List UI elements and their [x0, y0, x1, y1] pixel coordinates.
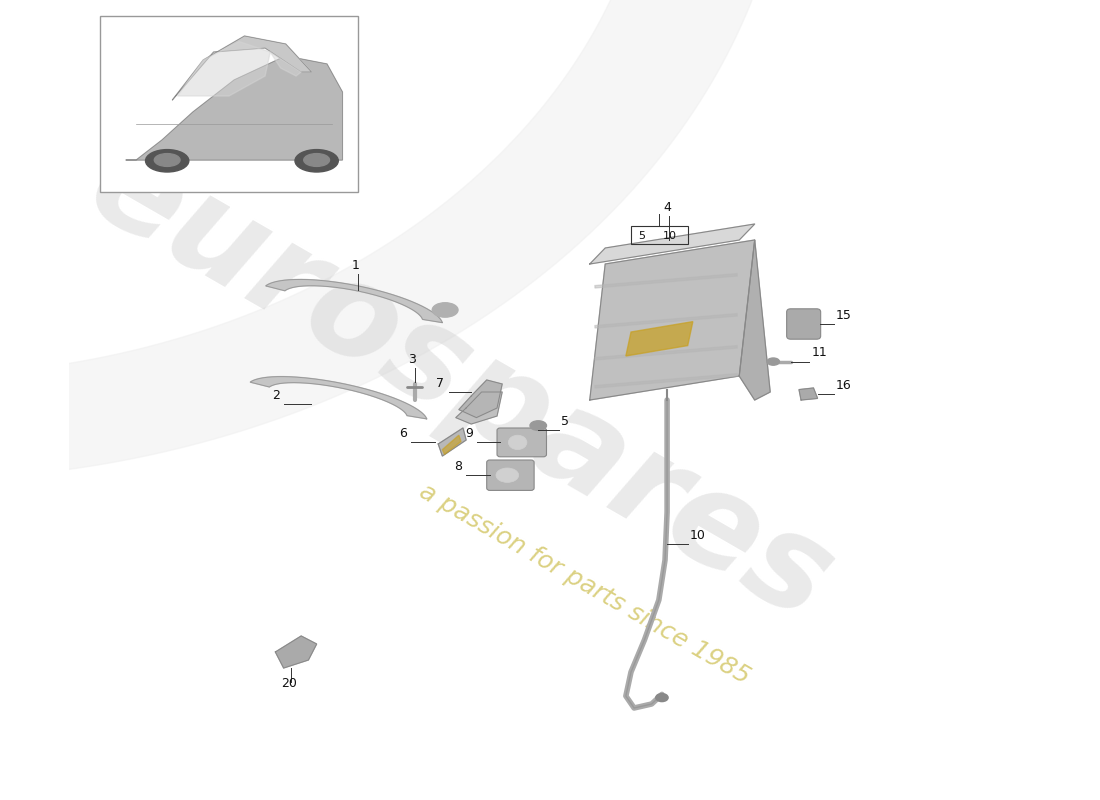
Polygon shape — [459, 380, 503, 418]
Polygon shape — [250, 377, 427, 419]
Polygon shape — [275, 636, 317, 668]
Polygon shape — [590, 224, 755, 264]
Polygon shape — [590, 240, 755, 400]
Polygon shape — [739, 240, 770, 400]
Text: 15: 15 — [836, 309, 852, 322]
Ellipse shape — [767, 358, 780, 365]
Polygon shape — [0, 0, 778, 480]
Ellipse shape — [154, 154, 180, 166]
Text: 3: 3 — [408, 354, 417, 366]
Polygon shape — [438, 428, 466, 456]
Polygon shape — [442, 435, 461, 454]
Polygon shape — [177, 42, 271, 96]
Ellipse shape — [432, 302, 458, 317]
Text: 6: 6 — [399, 427, 407, 440]
Text: 10: 10 — [663, 231, 678, 241]
FancyBboxPatch shape — [486, 460, 535, 490]
Ellipse shape — [304, 154, 330, 166]
Text: 4: 4 — [663, 202, 671, 214]
Ellipse shape — [530, 421, 547, 430]
Text: a passion for parts since 1985: a passion for parts since 1985 — [415, 479, 755, 689]
Text: 8: 8 — [454, 460, 462, 473]
Bar — [100, 16, 358, 192]
Ellipse shape — [656, 694, 668, 702]
Polygon shape — [595, 374, 737, 388]
Text: 5: 5 — [638, 231, 645, 241]
Polygon shape — [595, 314, 737, 328]
Bar — [631, 226, 688, 244]
FancyBboxPatch shape — [497, 428, 547, 457]
Polygon shape — [125, 56, 342, 160]
Polygon shape — [595, 274, 737, 288]
Ellipse shape — [295, 150, 339, 172]
Polygon shape — [799, 388, 817, 400]
Text: 9: 9 — [465, 427, 473, 440]
Text: 10: 10 — [690, 529, 705, 542]
Ellipse shape — [508, 435, 527, 450]
Text: 7: 7 — [437, 377, 444, 390]
Polygon shape — [271, 52, 301, 76]
Ellipse shape — [145, 150, 189, 172]
Polygon shape — [626, 322, 693, 356]
Text: 20: 20 — [280, 677, 297, 690]
FancyBboxPatch shape — [786, 309, 821, 339]
Ellipse shape — [496, 468, 519, 482]
Text: eurospares: eurospares — [68, 120, 854, 648]
Text: 5: 5 — [561, 415, 569, 428]
Polygon shape — [455, 392, 503, 424]
Text: 16: 16 — [836, 379, 851, 392]
Polygon shape — [595, 346, 737, 360]
Text: 11: 11 — [812, 346, 827, 359]
Polygon shape — [266, 279, 442, 322]
Text: 2: 2 — [272, 389, 279, 402]
Polygon shape — [173, 36, 311, 100]
Text: 1: 1 — [352, 259, 360, 272]
